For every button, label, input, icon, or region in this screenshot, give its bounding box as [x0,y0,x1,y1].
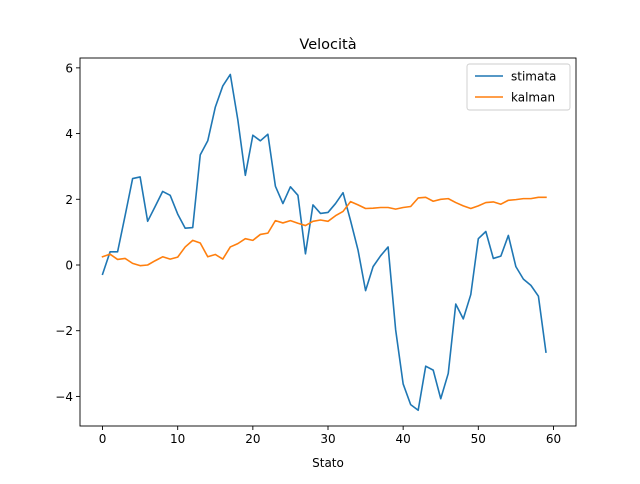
x-tick-label: 40 [396,432,411,446]
x-axis-label: Stato [312,456,344,470]
legend-label-stimata: stimata [511,70,556,84]
x-tick-label: 30 [320,432,335,446]
x-tick-label: 50 [471,432,486,446]
y-axis-ticks: −4 −2 0 2 4 6 [55,61,80,404]
y-tick-label: 0 [65,259,73,273]
series-line-stimata [101,73,547,412]
legend-label-kalman: kalman [511,91,555,105]
y-tick-label: 4 [65,127,73,141]
plot-frame [79,57,577,427]
y-tick-label: −4 [55,390,73,404]
x-tick-label: 0 [99,432,107,446]
chart-title: Velocità [299,37,356,53]
legend: stimata kalman [466,63,571,111]
x-tick-label: 60 [546,432,561,446]
x-tick-label: 10 [170,432,185,446]
y-tick-label: −2 [55,324,73,338]
x-tick-label: 20 [245,432,260,446]
series-line-kalman [101,196,547,267]
y-tick-label: 6 [65,61,73,75]
y-tick-label: 2 [65,193,73,207]
x-axis-ticks: 0 10 20 30 40 50 60 [99,426,561,446]
plot-lines [101,73,547,412]
